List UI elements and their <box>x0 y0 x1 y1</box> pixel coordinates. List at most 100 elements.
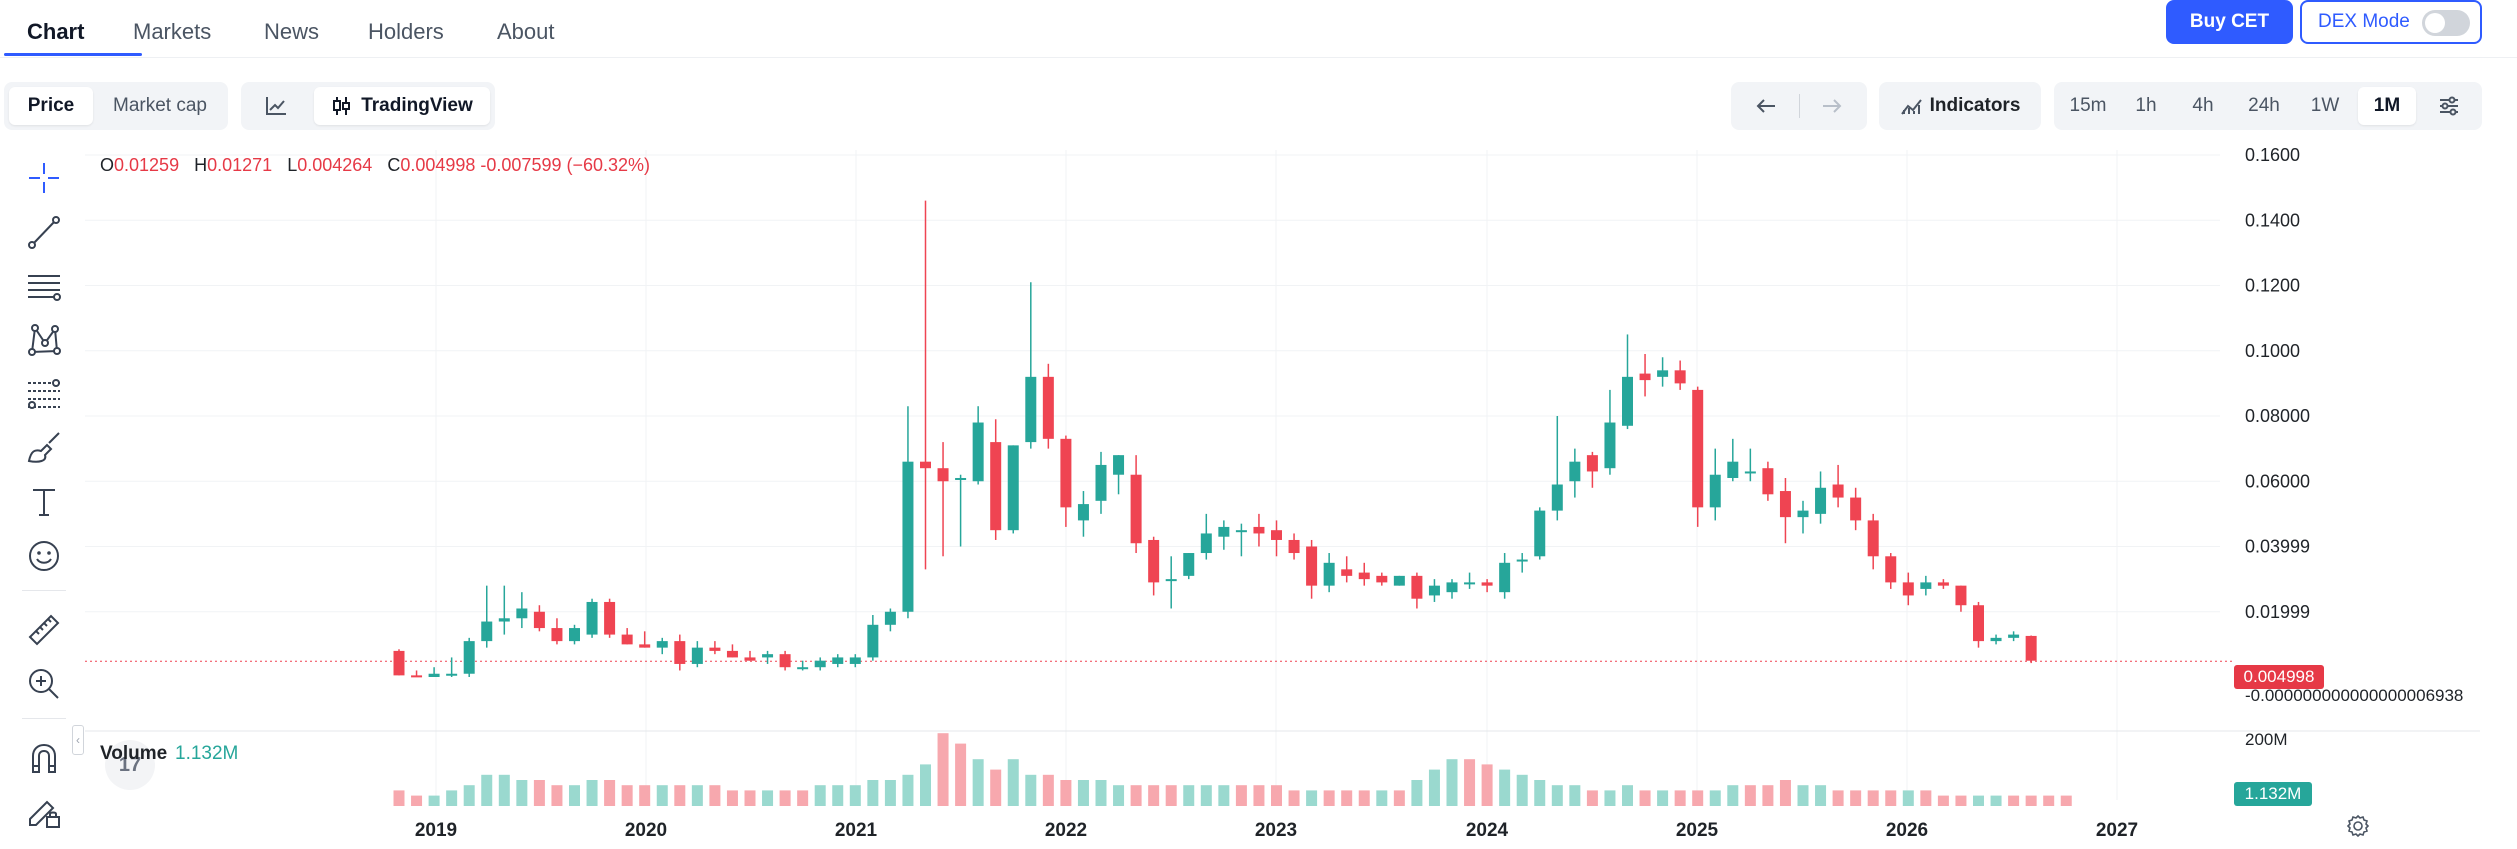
candle-body <box>1885 556 1897 583</box>
tradingview-logo[interactable]: 17 <box>105 740 155 790</box>
candle-body <box>1148 539 1160 583</box>
candle-body <box>1464 582 1476 585</box>
volume-bar <box>1867 790 1879 806</box>
dex-mode-toggle-button[interactable]: DEX Mode <box>2300 0 2482 44</box>
price-toggle-button[interactable]: Price <box>9 87 93 125</box>
collapse-toolbar-button[interactable]: ‹ <box>72 725 84 755</box>
volume-bar <box>1393 790 1405 806</box>
crosshair-icon <box>29 163 59 193</box>
volume-bar <box>2043 795 2055 806</box>
candle-body <box>1797 510 1809 518</box>
back-button[interactable] <box>1741 87 1791 125</box>
time-axis-settings-button[interactable] <box>2345 813 2371 839</box>
interval-4h[interactable]: 4h <box>2192 95 2214 116</box>
x-tick-label: 2023 <box>1255 820 1297 841</box>
candle-body <box>972 422 984 482</box>
tab-markets[interactable]: Markets <box>133 19 212 44</box>
interval-1m[interactable]: 1M <box>2358 87 2416 125</box>
volume-bar <box>744 790 756 806</box>
forward-button[interactable] <box>1807 87 1857 125</box>
candle-body <box>832 657 844 664</box>
volume-bar <box>1762 785 1774 806</box>
zoom-in-tool[interactable] <box>22 662 66 706</box>
candle-body <box>1639 373 1651 381</box>
candle-body <box>446 673 458 676</box>
candle-body <box>1516 559 1528 562</box>
candle-body <box>1744 471 1756 474</box>
lock-drawings-tool[interactable] <box>22 790 66 834</box>
volume-bar <box>1850 790 1862 806</box>
interval-1w[interactable]: 1W <box>2310 95 2340 116</box>
buy-cet-button[interactable]: Buy CET <box>2166 0 2293 44</box>
trendline-tool[interactable] <box>22 210 66 254</box>
candle-body <box>1762 468 1774 495</box>
text-tool[interactable] <box>22 480 66 524</box>
magnet-tool[interactable] <box>22 736 66 780</box>
volume-bar <box>674 785 686 806</box>
y-tick-label: 0.03999 <box>2245 537 2310 557</box>
candle-body <box>1815 487 1827 514</box>
volume-bar <box>428 795 440 806</box>
market-cap-toggle-button[interactable]: Market cap <box>113 95 207 116</box>
candles-icon <box>333 97 351 115</box>
pattern-tool[interactable] <box>22 318 66 362</box>
emoji-tool[interactable] <box>22 534 66 578</box>
tab-news[interactable]: News <box>264 19 320 44</box>
tab-chart[interactable]: Chart <box>27 19 85 44</box>
crosshair-tool[interactable] <box>22 156 66 200</box>
candle-body <box>1077 504 1089 521</box>
ohlc-readout: O0.01259 H0.01271 L0.004264 C0.004998 -0… <box>100 155 650 176</box>
volume-bar <box>411 795 423 806</box>
candle-body <box>1622 376 1633 426</box>
volume-bar <box>2025 795 2037 806</box>
volume-bar <box>1253 785 1265 806</box>
indicators-button[interactable]: Indicators <box>1879 82 2041 130</box>
y-tick-label: 0.01999 <box>2245 602 2310 622</box>
volume-bar <box>2060 795 2072 806</box>
candle-body <box>498 618 510 622</box>
volume-bar <box>1692 790 1704 806</box>
candle-body <box>762 654 774 658</box>
volume-bar <box>656 785 668 806</box>
volume-bar <box>1832 790 1844 806</box>
volume-bar <box>1973 795 1984 806</box>
candle-body <box>621 634 633 645</box>
tab-holders[interactable]: Holders <box>368 19 444 44</box>
volume-bar <box>1323 790 1335 806</box>
line-chart-button[interactable] <box>246 87 306 125</box>
horizontal-lines-tool[interactable] <box>22 264 66 308</box>
history-nav <box>1731 82 1867 130</box>
interval-1h[interactable]: 1h <box>2135 95 2157 116</box>
interval-15m[interactable]: 15m <box>2069 95 2107 116</box>
volume-bar <box>1200 785 1212 806</box>
y-tick-label: 0.1000 <box>2245 341 2300 361</box>
candle-body <box>1973 605 1984 642</box>
volume-label: Volume <box>100 743 168 764</box>
fib-retracement-tool[interactable] <box>22 372 66 416</box>
ohlc-c-label: C <box>387 155 401 175</box>
dex-mode-switch[interactable] <box>2422 10 2470 36</box>
brush-tool[interactable] <box>22 426 66 470</box>
y-tick-label: 0.06000 <box>2245 471 2310 491</box>
chart-settings-button[interactable] <box>2424 87 2474 125</box>
volume-bar <box>1569 785 1581 806</box>
tradingview-button[interactable]: TradingView <box>314 87 490 125</box>
ohlc-high: 0.01271 <box>207 155 273 175</box>
volume-bar <box>1797 785 1809 806</box>
volume-bar <box>832 785 844 806</box>
tab-about[interactable]: About <box>497 19 555 44</box>
candle-body <box>393 650 405 676</box>
volume-bar <box>1902 790 1914 806</box>
candle-body <box>867 624 879 658</box>
volume-bar <box>1042 774 1054 806</box>
volume-bar <box>1376 790 1388 806</box>
ohlc-h-label: H <box>194 155 208 175</box>
candle-body <box>1937 582 1949 586</box>
lock-pencil-icon <box>29 800 60 828</box>
interval-24h[interactable]: 24h <box>2248 95 2280 116</box>
ohlc-o-label: O <box>100 155 115 175</box>
volume-bar <box>1271 785 1282 806</box>
ruler-icon <box>28 614 60 646</box>
ruler-tool[interactable] <box>22 608 66 652</box>
volume-bar <box>639 785 651 806</box>
